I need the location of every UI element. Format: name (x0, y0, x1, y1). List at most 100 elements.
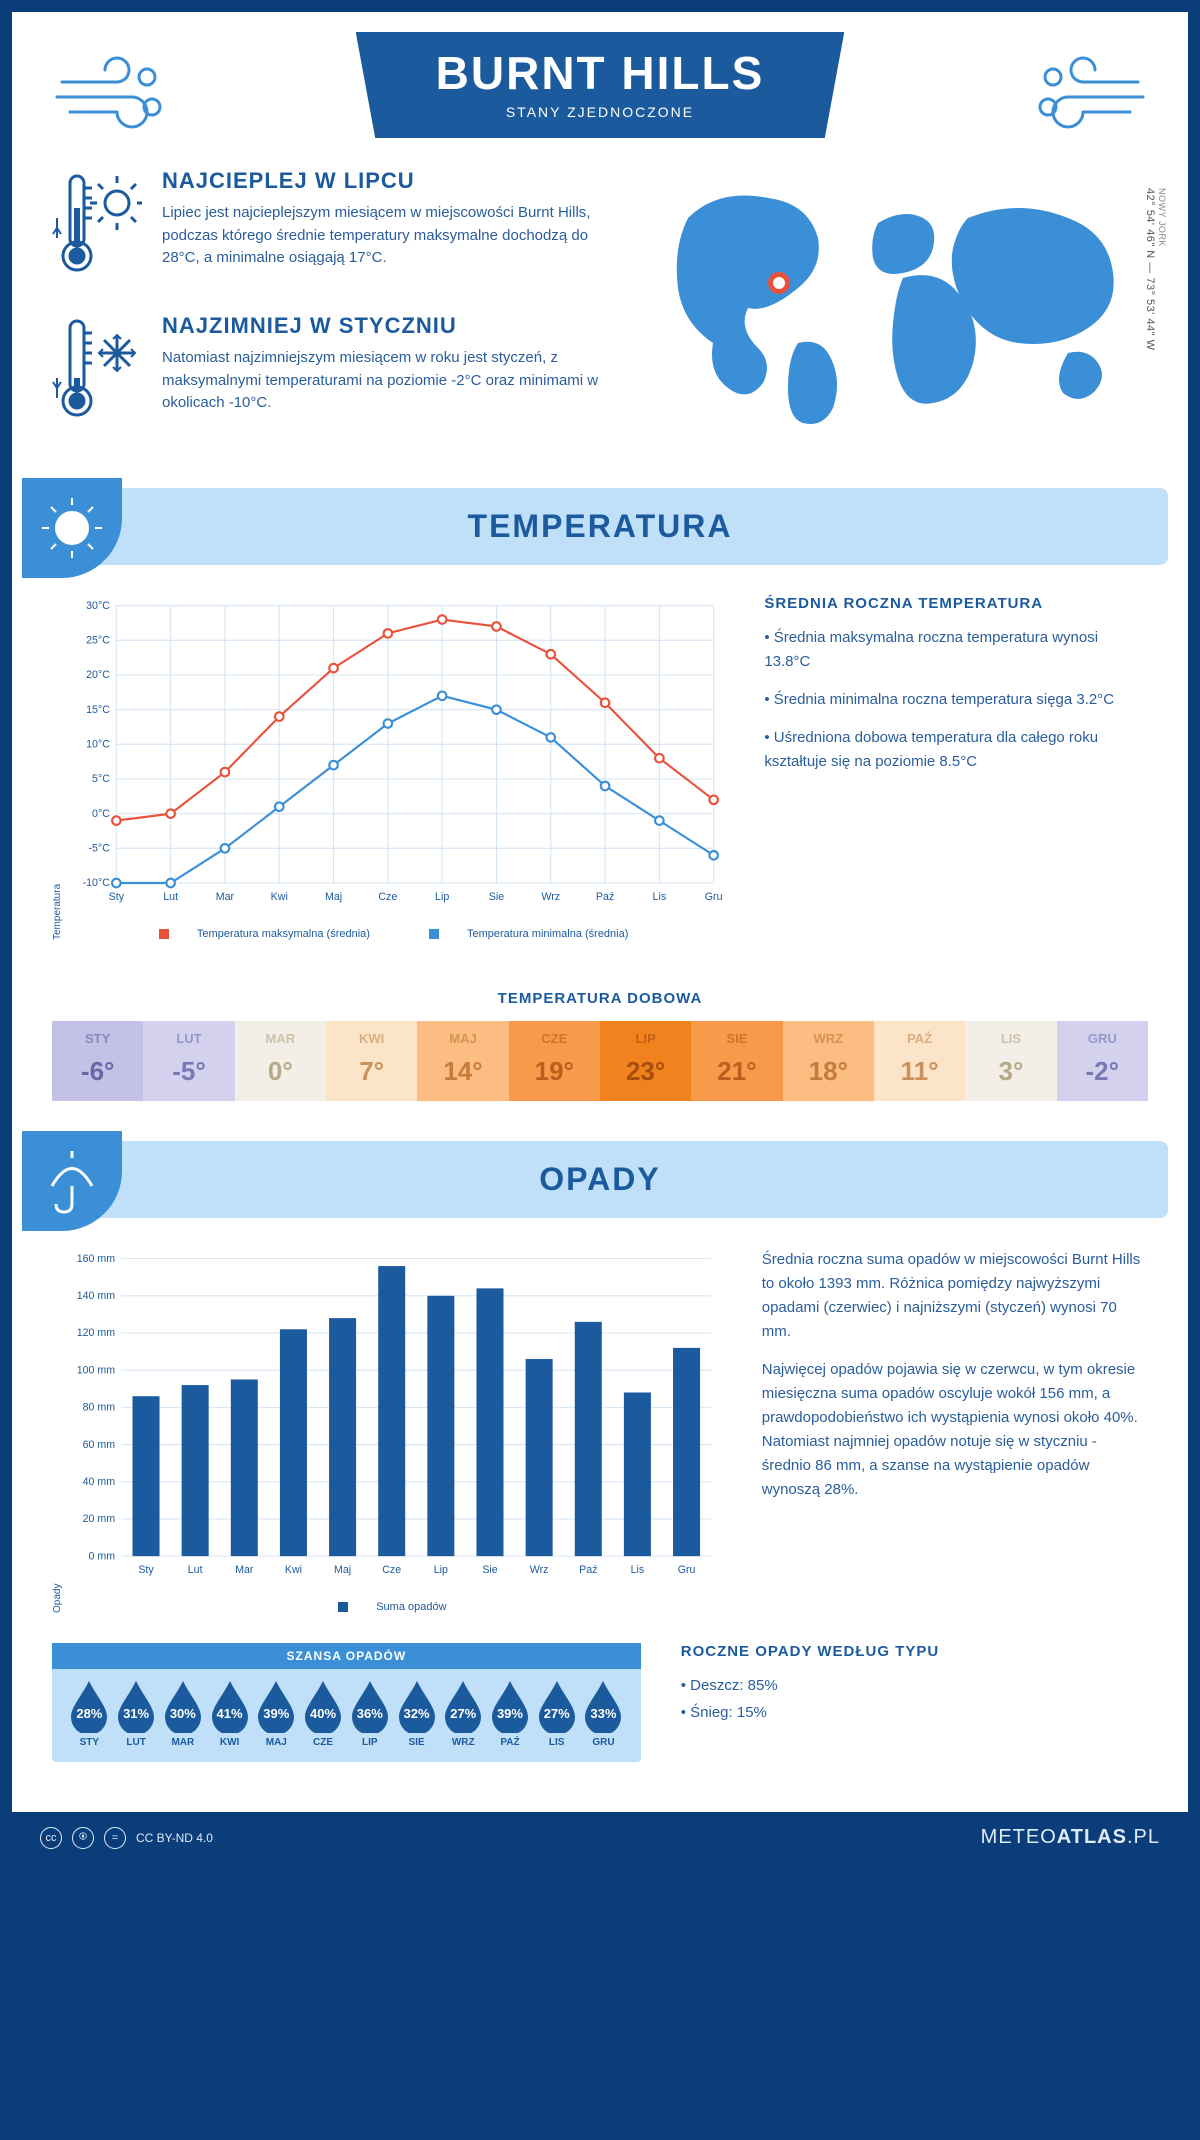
raindrop-icon: 27% (535, 1679, 579, 1733)
umbrella-icon (22, 1131, 122, 1231)
raindrop-icon: 40% (301, 1679, 345, 1733)
drop-pct: 33% (590, 1706, 616, 1721)
precip-heading: OPADY (32, 1161, 1168, 1198)
drop-month: LIP (346, 1737, 393, 1748)
svg-text:Maj: Maj (334, 1564, 351, 1576)
page-subtitle: STANY ZJEDNOCZONE (436, 104, 765, 120)
page-title: BURNT HILLS (436, 46, 765, 100)
daily-month: GRU (1057, 1031, 1148, 1046)
precip-chart: 0 mm20 mm40 mm60 mm80 mm100 mm120 mm140 … (63, 1248, 722, 1613)
svg-text:20 mm: 20 mm (83, 1513, 116, 1525)
legend-max: Temperatura maksymalna (średnia) (197, 928, 370, 940)
daily-value: 14° (417, 1056, 508, 1087)
daily-value: 19° (509, 1056, 600, 1087)
raindrop-icon: 31% (114, 1679, 158, 1733)
wind-icon (1028, 52, 1148, 137)
drop-pct: 41% (217, 1706, 243, 1721)
raindrop-icon: 32% (395, 1679, 439, 1733)
brand-light: METEO (981, 1826, 1057, 1848)
svg-text:120 mm: 120 mm (77, 1327, 115, 1339)
drop-month: STY (66, 1737, 113, 1748)
map-box: NOWY JORK 42° 54' 46" N — 73° 53' 44" W (648, 168, 1148, 458)
daily-month: LUT (143, 1031, 234, 1046)
svg-text:10°C: 10°C (86, 739, 110, 751)
brand-bold: ATLAS (1057, 1826, 1127, 1848)
daily-month: MAR (235, 1031, 326, 1046)
header: BURNT HILLS STANY ZJEDNOCZONE (12, 12, 1188, 168)
svg-text:Gru: Gru (678, 1564, 696, 1576)
precip-ylabel: Opady (52, 1248, 63, 1613)
cold-block: NAJZIMNIEJ W STYCZNIU Natomiast najzimni… (52, 313, 608, 428)
daily-value: -5° (143, 1056, 234, 1087)
drop-pct: 39% (263, 1706, 289, 1721)
svg-text:Kwi: Kwi (285, 1564, 302, 1576)
chance-box: SZANSA OPADÓW 28% STY 31% LUT 30% MAR 41… (52, 1643, 641, 1762)
daily-cell: LUT -5° (143, 1021, 234, 1101)
types-box: ROCZNE OPADY WEDŁUG TYPU • Deszcz: 85%• … (681, 1643, 1148, 1762)
thermometer-hot-icon (52, 168, 142, 283)
daily-cell: STY-6° (52, 1021, 143, 1101)
page: BURNT HILLS STANY ZJEDNOCZONE (12, 12, 1188, 1812)
world-map (648, 168, 1148, 428)
coordinates: NOWY JORK 42° 54' 46" N — 73° 53' 44" W (1144, 188, 1168, 351)
precip-info-line: Najwięcej opadów pojawia się w czerwcu, … (762, 1358, 1148, 1502)
raindrop-icon: 36% (348, 1679, 392, 1733)
daily-month: LIP (600, 1031, 691, 1046)
drop-cell: 31% LUT (113, 1679, 160, 1748)
drop-cell: 28% STY (66, 1679, 113, 1748)
precip-legend: Suma opadów (63, 1601, 722, 1613)
drop-cell: 30% MAR (159, 1679, 206, 1748)
brand-suffix: .PL (1127, 1826, 1160, 1848)
daily-cell: KWI7° (326, 1021, 417, 1101)
drop-pct: 30% (170, 1706, 196, 1721)
raindrop-icon: 30% (161, 1679, 205, 1733)
svg-text:60 mm: 60 mm (83, 1439, 116, 1451)
daily-temp-row: STY-6°LUT -5°MAR0°KWI7°MAJ14°CZE 19°LIP 23°… (52, 1021, 1148, 1101)
license: cc 🅯 = CC BY-ND 4.0 (40, 1827, 213, 1849)
drop-pct: 39% (497, 1706, 523, 1721)
precip-info: Średnia roczna suma opadów w miejscowośc… (762, 1248, 1148, 1613)
coords-text: 42° 54' 46" N — 73° 53' 44" W (1144, 188, 1156, 351)
daily-cell: MAJ14° (417, 1021, 508, 1101)
legend-min: Temperatura minimalna (średnia) (467, 928, 628, 940)
daily-cell: MAR0° (235, 1021, 326, 1101)
drop-month: LIS (533, 1737, 580, 1748)
cold-title: NAJZIMNIEJ W STYCZNIU (162, 313, 608, 339)
svg-text:Cze: Cze (378, 891, 397, 903)
drop-cell: 36% LIP (346, 1679, 393, 1748)
svg-text:0 mm: 0 mm (89, 1550, 116, 1562)
raindrop-icon: 39% (254, 1679, 298, 1733)
daily-month: CZE (509, 1031, 600, 1046)
temp-info-line: • Uśredniona dobowa temperatura dla całe… (764, 726, 1148, 774)
daily-value: 23° (600, 1056, 691, 1087)
drop-pct: 40% (310, 1706, 336, 1721)
daily-value: 3° (965, 1056, 1056, 1087)
svg-text:Paź: Paź (596, 891, 614, 903)
license-text: CC BY-ND 4.0 (136, 1831, 213, 1845)
svg-text:Mar: Mar (235, 1564, 254, 1576)
svg-text:Lip: Lip (435, 891, 449, 903)
svg-text:100 mm: 100 mm (77, 1364, 115, 1376)
drop-cell: 39% MAJ (253, 1679, 300, 1748)
intro-text: NAJCIEPLEJ W LIPCU Lipiec jest najcieple… (52, 168, 608, 458)
drop-cell: 39% PAŹ (487, 1679, 534, 1748)
temp-heading: TEMPERATURA (32, 508, 1168, 545)
raindrop-icon: 39% (488, 1679, 532, 1733)
temp-section-head: TEMPERATURA (32, 488, 1168, 565)
cold-text: Natomiast najzimniejszym miesiącem w rok… (162, 347, 608, 415)
daily-month: SIE (691, 1031, 782, 1046)
hot-title: NAJCIEPLEJ W LIPCU (162, 168, 608, 194)
daily-value: 7° (326, 1056, 417, 1087)
types-line: • Śnieg: 15% (681, 1699, 1148, 1726)
temp-info-line: • Średnia maksymalna roczna temperatura … (764, 626, 1148, 674)
drop-month: GRU (580, 1737, 627, 1748)
daily-month: LIS (965, 1031, 1056, 1046)
drop-month: MAJ (253, 1737, 300, 1748)
daily-month: WRZ (783, 1031, 874, 1046)
hot-block: NAJCIEPLEJ W LIPCU Lipiec jest najcieple… (52, 168, 608, 283)
svg-text:-10°C: -10°C (83, 877, 111, 889)
daily-month: PAŹ (874, 1031, 965, 1046)
temp-info-line: • Średnia minimalna roczna temperatura s… (764, 688, 1148, 712)
daily-value: -6° (52, 1056, 143, 1087)
thermometer-cold-icon (52, 313, 142, 428)
